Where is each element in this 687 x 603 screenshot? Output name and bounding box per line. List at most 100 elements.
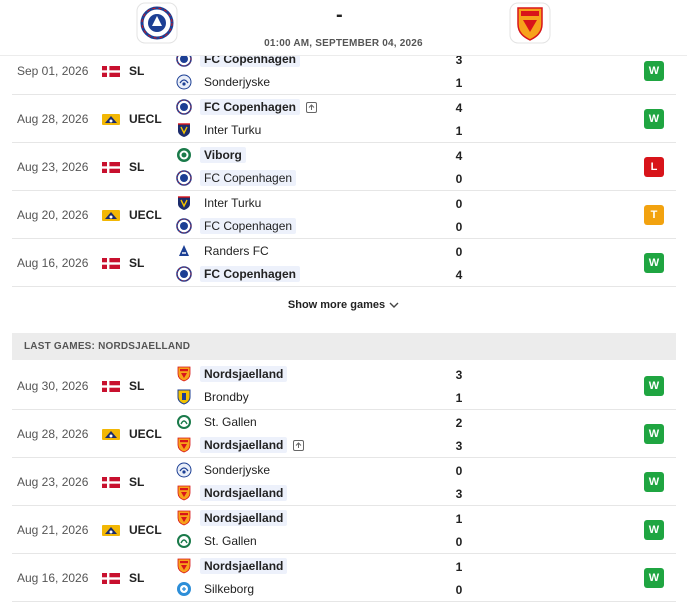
game-date: Sep 01, 2026: [17, 64, 89, 78]
team-entry[interactable]: Inter Turku: [176, 194, 265, 212]
team-name: FC Copenhagen: [200, 266, 300, 282]
match-header: - 01:00 AM, SEPTEMBER 04, 2026: [0, 0, 687, 56]
result-badge: L: [644, 157, 664, 177]
team-entry[interactable]: FC Copenhagen: [176, 169, 297, 187]
team-entry[interactable]: FC Copenhagen: [176, 265, 300, 283]
team-name: FC Copenhagen: [200, 218, 297, 234]
game-row[interactable]: Aug 28, 2026 UECL FC Copenhagen 4 Inter Turk…: [12, 95, 676, 143]
team-name: St. Gallen: [204, 534, 257, 548]
fc-copenhagen-crest-icon: [176, 170, 192, 186]
competition-label: SL: [129, 64, 145, 78]
sonderjyske-crest-icon: [176, 462, 192, 478]
team-name: Brondby: [204, 390, 249, 404]
result-badge: W: [644, 424, 664, 444]
team-name: Nordsjaelland: [200, 437, 288, 453]
team-entry[interactable]: St. Gallen: [176, 413, 261, 431]
team-entry[interactable]: FC Copenhagen: [176, 217, 297, 235]
uefa-conference-league-icon: [102, 525, 120, 536]
team-score: 3: [455, 53, 463, 67]
nordsjaelland-crest-icon: [177, 485, 191, 501]
game-date: Aug 28, 2026: [17, 112, 89, 126]
denmark-flag-icon: [102, 381, 120, 392]
team-entry[interactable]: FC Copenhagen: [176, 98, 317, 116]
game-row[interactable]: Aug 16, 2026 SL Nordsjaelland 1 Silkeborg 0 W: [12, 554, 676, 602]
show-more-label: Show more games: [287, 299, 386, 311]
game-row[interactable]: Aug 23, 2026 SL Sonderjyske 0 Nordsjaelland 3…: [12, 458, 676, 506]
fc-copenhagen-crest-icon[interactable]: [136, 2, 178, 44]
fc-copenhagen-crest-icon: [176, 218, 192, 234]
game-date: Aug 16, 2026: [17, 571, 89, 585]
brondby-crest-icon: [177, 389, 191, 405]
team-name: Silkeborg: [204, 582, 255, 596]
nordsjaelland-crest-icon: [177, 437, 191, 453]
result-badge: W: [644, 253, 664, 273]
silkeborg-crest-icon: [177, 582, 191, 596]
game-row[interactable]: Aug 30, 2026 SL Nordsjaelland 3 Brondby 1 W: [12, 362, 676, 410]
game-row[interactable]: Aug 21, 2026 UECL Nordsjaelland 1 St. Gallen…: [12, 506, 676, 554]
team-entry[interactable]: Silkeborg: [176, 580, 258, 598]
team-entry[interactable]: Nordsjaelland: [176, 484, 288, 502]
team-entry[interactable]: Nordsjaelland: [176, 509, 288, 527]
fc-copenhagen-crest-icon: [176, 99, 192, 115]
show-more-button[interactable]: Show more games: [288, 299, 399, 311]
team-entry[interactable]: Sonderjyske: [176, 461, 274, 479]
game-date: Aug 23, 2026: [17, 475, 89, 489]
team-entry[interactable]: Inter Turku: [176, 121, 265, 139]
fc-copenhagen-crest-icon: [176, 266, 192, 282]
result-badge: W: [644, 472, 664, 492]
team-entry[interactable]: Brondby: [176, 388, 253, 406]
game-date: Aug 16, 2026: [17, 256, 89, 270]
competition-label: SL: [129, 571, 145, 585]
uefa-conference-league-icon: [102, 210, 120, 221]
game-date: Aug 30, 2026: [17, 379, 89, 393]
team-name: FC Copenhagen: [200, 170, 297, 186]
result-badge: W: [644, 376, 664, 396]
uefa-conference-league-icon: [102, 429, 120, 440]
team-name: Nordsjaelland: [200, 366, 288, 382]
advanced-arrow-icon: [293, 439, 305, 451]
team-name: Randers FC: [204, 244, 269, 258]
match-score: -: [336, 4, 343, 26]
team-entry[interactable]: Nordsjaelland: [176, 436, 305, 454]
competition-label: SL: [129, 160, 145, 174]
team-entry[interactable]: Randers FC: [176, 242, 273, 260]
competition-label: SL: [129, 256, 145, 270]
team-entry[interactable]: Nordsjaelland: [176, 365, 288, 383]
team-score: 1: [455, 512, 463, 526]
game-date: Aug 28, 2026: [17, 427, 89, 441]
team-score: 3: [455, 439, 463, 453]
competition-label: UECL: [129, 523, 162, 537]
team-score: 0: [455, 172, 463, 186]
uefa-conference-league-icon: [102, 114, 120, 125]
team-score: 1: [455, 124, 463, 138]
team-entry[interactable]: Sonderjyske: [176, 73, 274, 91]
team-score: 0: [455, 464, 463, 478]
team-score: 0: [455, 535, 463, 549]
team-score: 0: [455, 583, 463, 597]
team-entry[interactable]: Viborg: [176, 146, 246, 164]
competition-label: UECL: [129, 208, 162, 222]
team-score: 4: [455, 268, 463, 282]
team-name: Sonderjyske: [204, 463, 271, 477]
nordsjaelland-crest-icon[interactable]: [509, 2, 551, 44]
inter-turku-crest-icon: [178, 123, 190, 137]
team-entry[interactable]: Nordsjaelland: [176, 557, 288, 575]
game-row[interactable]: Aug 23, 2026 SL Viborg 4 FC Copenhagen 0 L: [12, 143, 676, 191]
team-score: 4: [455, 149, 463, 163]
competition-label: SL: [129, 475, 145, 489]
team-score: 0: [455, 245, 463, 259]
game-row[interactable]: Aug 20, 2026 UECL Inter Turku 0 FC Copenhage…: [12, 191, 676, 239]
denmark-flag-icon: [102, 162, 120, 173]
team-score: 2: [455, 416, 463, 430]
game-row[interactable]: Aug 16, 2026 SL Randers FC 0 FC Copenhagen 4 W: [12, 239, 676, 287]
team-entry[interactable]: St. Gallen: [176, 532, 261, 550]
result-badge: W: [644, 568, 664, 588]
team-name: Nordsjaelland: [200, 558, 288, 574]
nordsjaelland-crest-icon: [177, 558, 191, 574]
game-row[interactable]: Aug 28, 2026 UECL St. Gallen 2 Nordsjaelland…: [12, 410, 676, 458]
advanced-arrow-icon: [306, 101, 317, 113]
team-name: Viborg: [200, 147, 246, 163]
team-score: 3: [455, 487, 463, 501]
randers-crest-icon: [179, 245, 189, 256]
match-datetime: 01:00 AM, SEPTEMBER 04, 2026: [264, 38, 423, 49]
